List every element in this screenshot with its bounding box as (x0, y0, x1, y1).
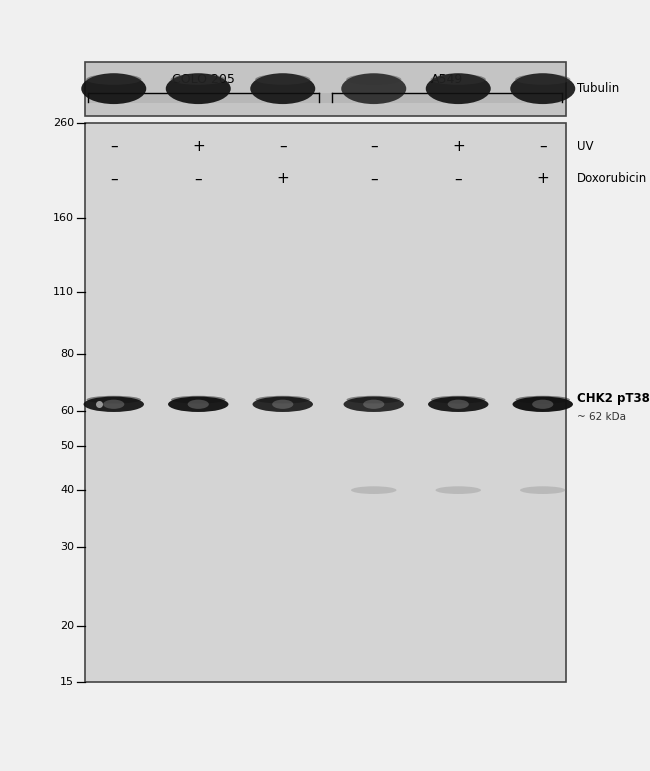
Text: A549: A549 (431, 73, 463, 86)
Text: COLO 205: COLO 205 (172, 73, 235, 86)
Text: 30: 30 (60, 541, 74, 551)
Text: –: – (110, 139, 118, 154)
Ellipse shape (363, 399, 384, 409)
Ellipse shape (426, 73, 491, 104)
Ellipse shape (515, 74, 571, 85)
Text: CHK2 pT387: CHK2 pT387 (577, 392, 650, 405)
Ellipse shape (250, 73, 315, 104)
Text: +: + (276, 171, 289, 187)
Text: 260: 260 (53, 119, 74, 128)
Text: –: – (539, 139, 547, 154)
Ellipse shape (346, 74, 402, 85)
Text: –: – (370, 171, 378, 187)
Ellipse shape (343, 396, 404, 412)
Ellipse shape (83, 396, 144, 412)
Text: –: – (370, 139, 378, 154)
Ellipse shape (431, 396, 486, 403)
Ellipse shape (512, 396, 573, 412)
Text: Doxorubicin: Doxorubicin (577, 173, 647, 185)
Ellipse shape (346, 396, 401, 403)
Ellipse shape (168, 396, 229, 412)
Ellipse shape (255, 74, 311, 85)
Text: 50: 50 (60, 442, 74, 451)
Text: +: + (536, 171, 549, 187)
Ellipse shape (436, 487, 481, 494)
Text: +: + (452, 139, 465, 154)
Text: +: + (192, 139, 205, 154)
Ellipse shape (81, 73, 146, 104)
Text: 15: 15 (60, 678, 74, 687)
Text: ~ 62 kDa: ~ 62 kDa (577, 412, 626, 422)
Text: 80: 80 (60, 349, 74, 359)
Text: Tubulin: Tubulin (577, 82, 619, 95)
Ellipse shape (520, 487, 566, 494)
Ellipse shape (188, 399, 209, 409)
Ellipse shape (515, 396, 570, 403)
Text: –: – (110, 171, 118, 187)
Text: 40: 40 (60, 485, 74, 495)
Text: 110: 110 (53, 287, 74, 297)
Ellipse shape (166, 73, 231, 104)
Text: –: – (454, 171, 462, 187)
Ellipse shape (171, 396, 226, 403)
Bar (84, 123, 566, 682)
Text: 60: 60 (60, 406, 74, 416)
Ellipse shape (532, 399, 553, 409)
Ellipse shape (272, 399, 293, 409)
Bar (88, 93, 562, 103)
Ellipse shape (103, 399, 124, 409)
Bar (84, 62, 566, 116)
Text: –: – (194, 171, 202, 187)
Ellipse shape (86, 396, 141, 403)
Ellipse shape (428, 396, 489, 412)
Ellipse shape (448, 399, 469, 409)
Ellipse shape (252, 396, 313, 412)
Ellipse shape (86, 74, 142, 85)
Ellipse shape (351, 487, 396, 494)
Ellipse shape (510, 73, 575, 104)
Ellipse shape (430, 74, 486, 85)
Ellipse shape (341, 73, 406, 104)
Text: UV: UV (577, 140, 593, 153)
Text: –: – (279, 139, 287, 154)
Ellipse shape (255, 396, 310, 403)
Text: 160: 160 (53, 214, 74, 224)
Text: 20: 20 (60, 621, 74, 631)
Ellipse shape (170, 74, 226, 85)
